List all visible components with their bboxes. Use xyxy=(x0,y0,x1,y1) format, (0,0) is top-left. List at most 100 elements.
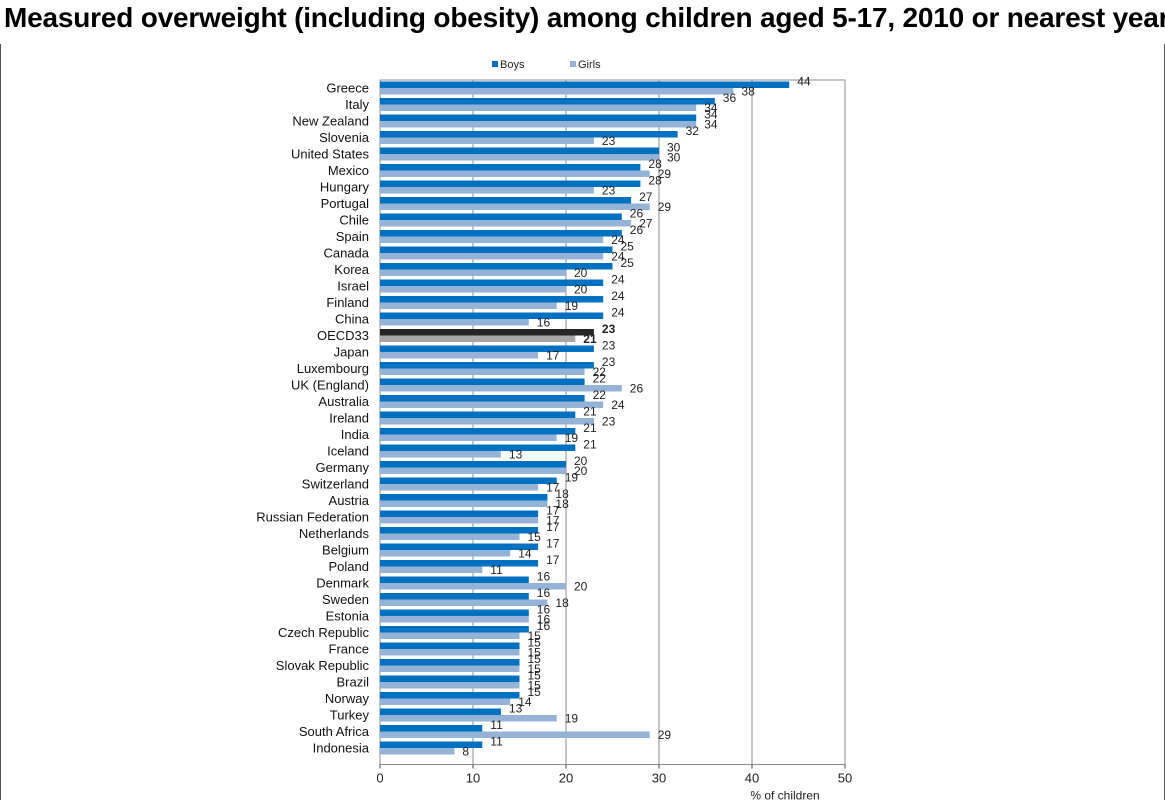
bar-girls xyxy=(380,434,557,441)
data-label-boys: 23 xyxy=(602,322,616,336)
data-label-girls: 38 xyxy=(741,85,755,99)
bar-boys xyxy=(380,246,613,253)
bar-girls xyxy=(380,632,520,639)
bar-boys xyxy=(380,395,585,402)
bar-boys xyxy=(380,543,539,550)
category-label: India xyxy=(341,427,370,442)
x-tick-label: 30 xyxy=(652,771,666,786)
data-label-girls: 17 xyxy=(546,514,560,528)
category-label: Canada xyxy=(323,246,369,261)
legend-swatch xyxy=(570,61,576,67)
category-label: Ireland xyxy=(329,411,369,426)
category-label: Chile xyxy=(339,213,369,228)
bar-boys xyxy=(380,131,678,138)
bar-girls xyxy=(380,269,566,276)
bar-girls xyxy=(380,236,604,243)
data-label-boys: 20 xyxy=(574,454,588,468)
category-label: Austria xyxy=(329,493,370,508)
data-label-girls: 20 xyxy=(574,464,588,478)
bar-girls xyxy=(380,599,548,606)
category-label: Hungary xyxy=(320,180,370,195)
data-label-girls: 8 xyxy=(462,745,469,759)
category-label: Czech Republic xyxy=(278,625,370,640)
category-label: United States xyxy=(291,147,370,162)
category-label: Korea xyxy=(334,262,369,277)
data-label-boys: 24 xyxy=(611,289,625,303)
data-label-girls: 16 xyxy=(537,316,551,330)
data-label-boys: 19 xyxy=(565,471,579,485)
data-label-girls: 16 xyxy=(537,613,551,627)
data-label-girls: 14 xyxy=(518,695,532,709)
bar-girls xyxy=(380,451,501,458)
data-label-girls: 20 xyxy=(574,283,588,297)
bar-girls xyxy=(380,583,566,590)
data-label-girls: 24 xyxy=(611,233,625,247)
category-label: New Zealand xyxy=(292,114,369,129)
bar-boys xyxy=(380,494,548,501)
bar-boys xyxy=(380,527,539,534)
bar-girls xyxy=(380,418,594,425)
data-label-boys: 26 xyxy=(630,223,644,237)
frame-left-edge xyxy=(0,44,1,800)
data-label-boys: 34 xyxy=(704,108,718,122)
bar-girls xyxy=(380,154,659,161)
data-label-boys: 27 xyxy=(639,190,653,204)
bar-boys xyxy=(380,345,594,352)
data-label-girls: 17 xyxy=(546,349,560,363)
bar-boys xyxy=(380,708,501,715)
bar-boys xyxy=(380,279,604,286)
bar-girls xyxy=(380,104,697,111)
category-label: Japan xyxy=(334,345,369,360)
bar-girls xyxy=(380,566,483,573)
data-label-girls: 27 xyxy=(639,217,653,231)
bar-boys xyxy=(380,296,604,303)
data-label-girls: 26 xyxy=(630,382,644,396)
bar-girls xyxy=(380,335,576,342)
bar-boys xyxy=(380,213,622,220)
x-axis-label: % of children xyxy=(750,789,819,800)
data-label-girls: 18 xyxy=(555,596,569,610)
data-label-girls: 19 xyxy=(565,712,579,726)
data-label-boys: 11 xyxy=(490,735,503,749)
bar-girls xyxy=(380,170,650,177)
bar-boys xyxy=(380,477,557,484)
data-label-boys: 16 xyxy=(537,570,551,584)
data-label-girls: 17 xyxy=(546,481,560,495)
bar-boys xyxy=(380,197,632,204)
data-label-boys: 17 xyxy=(546,520,560,534)
bar-boys xyxy=(380,659,520,666)
x-tick-label: 20 xyxy=(559,771,573,786)
data-label-boys: 22 xyxy=(593,388,607,402)
data-label-boys: 22 xyxy=(593,372,607,386)
category-label: Australia xyxy=(318,394,369,409)
bar-girls xyxy=(380,286,566,293)
bar-boys xyxy=(380,626,529,633)
data-label-boys: 21 xyxy=(583,438,597,452)
bar-girls xyxy=(380,533,520,540)
bar-boys xyxy=(380,312,604,319)
data-label-boys: 13 xyxy=(509,702,523,716)
bar-boys xyxy=(380,81,790,88)
data-label-boys: 32 xyxy=(686,124,700,138)
data-label-boys: 16 xyxy=(537,586,551,600)
bar-girls xyxy=(380,665,520,672)
category-label: Belgium xyxy=(322,543,369,558)
bar-boys xyxy=(380,692,520,699)
data-label-boys: 17 xyxy=(546,537,560,551)
category-label: Luxembourg xyxy=(297,361,369,376)
data-label-girls: 13 xyxy=(509,448,523,462)
data-label-boys: 24 xyxy=(611,273,625,287)
bar-girls xyxy=(380,187,594,194)
bar-boys xyxy=(380,428,576,435)
data-label-girls: 15 xyxy=(528,646,542,660)
bar-boys xyxy=(380,329,594,336)
bar-girls xyxy=(380,517,539,524)
category-label: Mexico xyxy=(328,163,369,178)
bar-boys xyxy=(380,411,576,418)
bar-boys xyxy=(380,147,659,154)
bar-boys xyxy=(380,741,483,748)
data-label-boys: 16 xyxy=(537,619,551,633)
bar-girls xyxy=(380,302,557,309)
